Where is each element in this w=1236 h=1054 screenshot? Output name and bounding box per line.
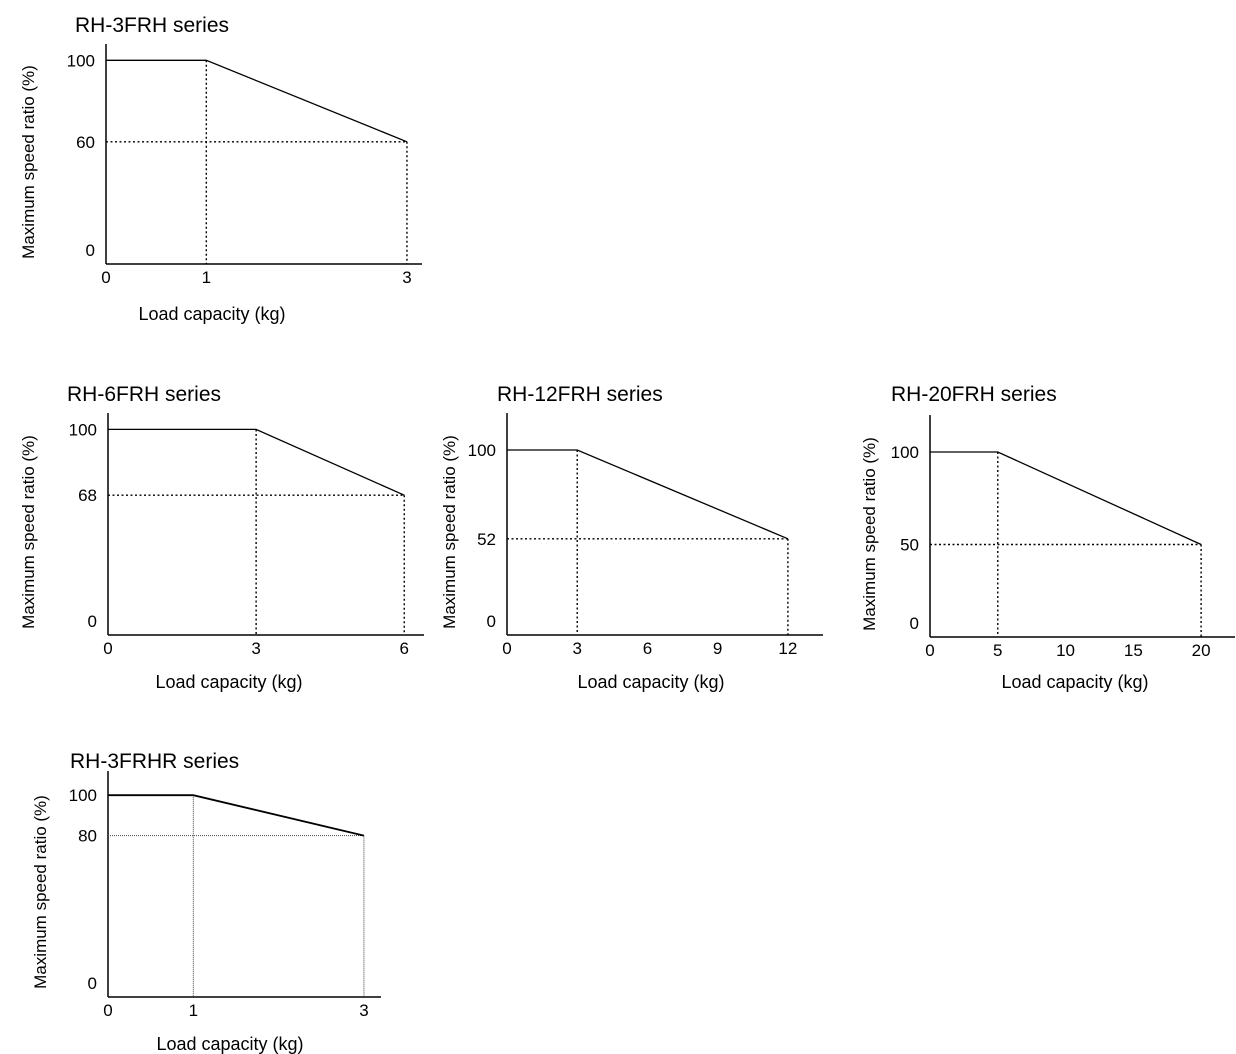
chart-panel-3: RH-12FRH series 0 3 6 9 12 0 52 100 Load capacity… [440,383,823,692]
x-axis-label: Load capacity (kg) [138,304,285,324]
chart-panel-4: RH-20FRH series 0 5 10 15 20 0 50 100 Load capaci… [860,383,1235,692]
y-tick-label: 100 [69,420,97,439]
x-tick-label: 15 [1124,641,1143,660]
chart-panel-2: RH-6FRH series 0 3 6 0 68 100 Load capacity (kg… [19,383,424,692]
x-axis-label: Load capacity (kg) [156,1034,303,1054]
x-axis-label: Load capacity (kg) [577,672,724,692]
y-tick-label: 50 [900,536,919,555]
chart-title: RH-12FRH series [497,383,663,406]
x-axis-label: Load capacity (kg) [1001,672,1148,692]
x-tick-label: 0 [502,639,511,658]
series-line-1 [507,449,789,540]
y-axis-label: Maximum speed ratio (%) [31,795,50,989]
x-tick-label: 0 [925,641,934,660]
series-line-1 [930,451,1202,546]
x-tick-label: 0 [103,639,112,658]
x-tick-label: 1 [189,1001,198,1020]
chart-panel-5: RH-3FRHR series 0 1 3 0 80 100 Load capacity (k… [31,750,381,1054]
y-tick-label: 52 [477,530,496,549]
x-tick-label: 3 [402,268,411,287]
y-tick-label: 60 [76,133,95,152]
y-tick-label: 0 [487,612,496,631]
y-tick-label: 100 [468,441,496,460]
x-tick-label: 20 [1192,641,1211,660]
chart-title: RH-6FRH series [67,383,221,406]
x-tick-label: 0 [103,1001,112,1020]
x-tick-label: 6 [400,639,409,658]
y-tick-label: 0 [88,974,97,993]
series-line-1 [106,59,408,143]
y-tick-label: 100 [67,51,95,70]
y-tick-label: 0 [86,241,95,260]
y-tick-label: 100 [69,786,97,805]
x-axis-label: Load capacity (kg) [155,672,302,692]
x-tick-label: 0 [101,268,110,287]
x-tick-label: 10 [1056,641,1075,660]
y-axis-label: Maximum speed ratio (%) [860,437,879,631]
x-tick-label: 6 [643,639,652,658]
y-tick-label: 100 [891,443,919,462]
y-tick-label: 68 [78,486,97,505]
x-tick-label: 1 [202,268,211,287]
y-axis-label: Maximum speed ratio (%) [440,435,459,629]
y-axis-label: Maximum speed ratio (%) [19,65,38,259]
y-tick-label: 0 [88,612,97,631]
x-tick-label: 3 [251,639,260,658]
y-tick-label: 80 [78,827,97,846]
x-tick-label: 12 [778,639,797,658]
series-line-1 [108,428,405,496]
chart-title: RH-3FRHR series [70,750,239,773]
series-line-1 [108,794,365,837]
x-tick-label: 3 [359,1001,368,1020]
x-tick-label: 9 [713,639,722,658]
x-tick-label: 3 [572,639,581,658]
y-axis-label: Maximum speed ratio (%) [19,435,38,629]
chart-title: RH-20FRH series [891,383,1057,406]
y-tick-label: 0 [910,614,919,633]
chart-panel-1: RH-3FRH series 0 1 3 0 60 100 Load capacity (kg… [19,14,422,324]
x-tick-label: 5 [993,641,1002,660]
chart-title: RH-3FRH series [75,14,229,37]
